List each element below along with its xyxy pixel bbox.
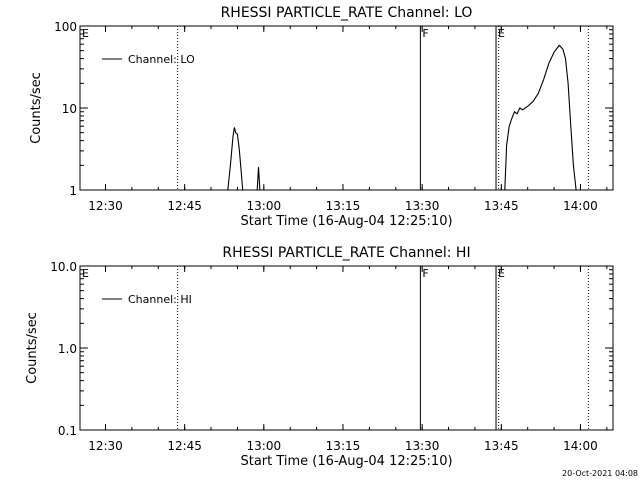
panel2-y-tick-label: 0.1 (58, 424, 77, 438)
panel2-frame (79, 265, 614, 431)
panel2-x-tick-label: 13:00 (247, 439, 282, 453)
panel2-marker-label: E (82, 267, 89, 280)
panel1-y-axis-label: Counts/sec (29, 72, 44, 144)
panel1-title: RHESSI PARTICLE_RATE Channel: LO (221, 5, 473, 21)
panel1-x-tick-label: 13:30 (405, 199, 440, 213)
panel1-series-line (504, 44, 577, 191)
panel1-marker-label: E (82, 27, 89, 40)
panel2-legend-entry: Channel: HI (128, 293, 192, 306)
panel1-x-tick-label: 12:30 (88, 199, 123, 213)
panel1-frame (79, 25, 614, 191)
panel1-legend-entry: Channel: LO (128, 53, 195, 66)
panel1-y-tick-label: 10 (62, 102, 77, 116)
panel1-series-line (227, 127, 244, 191)
panel1-x-tick-label: 14:00 (563, 199, 598, 213)
panel2-marker-label: F (422, 267, 428, 280)
panel2-x-tick-label: 13:45 (484, 439, 519, 453)
panel1-x-tick-label: 13:00 (247, 199, 282, 213)
panel1-y-tick-label: 1 (69, 184, 77, 198)
panel1-x-tick-label: 12:45 (167, 199, 202, 213)
panel1-y-tick-label: 100 (54, 20, 77, 34)
panel2-x-axis-label: Start Time (16-Aug-04 12:25:10) (240, 454, 452, 469)
panel2-x-tick-label: 13:30 (405, 439, 440, 453)
panel1-marker-label: F (422, 27, 428, 40)
panel1-x-tick-label: 13:45 (484, 199, 519, 213)
panel2-y-axis-label: Counts/sec (25, 312, 40, 384)
panel1-x-tick-label: 13:15 (326, 199, 361, 213)
panel2-x-tick-label: 12:30 (88, 439, 123, 453)
panel1-series-line (256, 167, 261, 191)
panel2-y-tick-label: 1.0 (58, 342, 77, 356)
panel2-x-tick-label: 12:45 (167, 439, 202, 453)
panel2-y-tick-label: 10.0 (50, 260, 77, 274)
panel2-x-tick-label: 13:15 (326, 439, 361, 453)
panel1-x-axis-label: Start Time (16-Aug-04 12:25:10) (240, 214, 452, 229)
panel1-marker-label: E (498, 27, 505, 40)
panel2-x-tick-label: 14:00 (563, 439, 598, 453)
panel2-title: RHESSI PARTICLE_RATE Channel: HI (222, 245, 470, 261)
panel2-marker-label: E (498, 267, 505, 280)
